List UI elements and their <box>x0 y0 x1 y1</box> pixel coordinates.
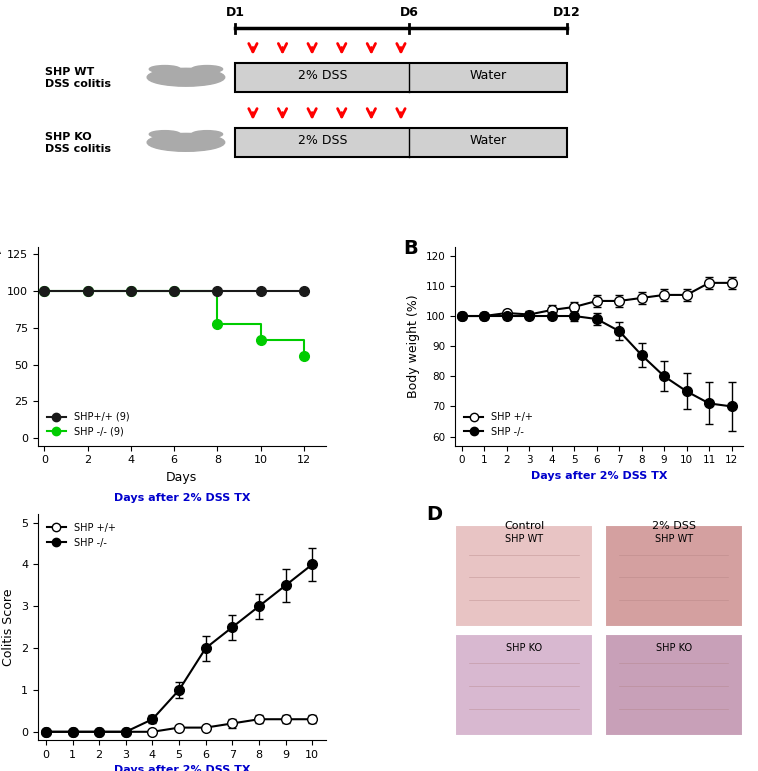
Text: 2% DSS: 2% DSS <box>652 521 696 531</box>
Text: SHP WT: SHP WT <box>655 534 693 544</box>
Legend: SHP +/+, SHP -/-: SHP +/+, SHP -/- <box>42 519 120 551</box>
FancyBboxPatch shape <box>605 634 743 736</box>
FancyBboxPatch shape <box>235 62 566 92</box>
FancyBboxPatch shape <box>455 634 594 736</box>
Circle shape <box>147 69 224 86</box>
Text: 2% DSS: 2% DSS <box>298 69 347 82</box>
Text: Water: Water <box>469 134 506 147</box>
Circle shape <box>149 130 180 138</box>
Text: SHP WT: SHP WT <box>505 534 543 544</box>
Text: DSS colitis: DSS colitis <box>45 79 111 89</box>
Circle shape <box>192 66 223 72</box>
Text: D6: D6 <box>400 5 419 19</box>
Y-axis label: Colitis Score: Colitis Score <box>2 588 15 666</box>
X-axis label: Days after 2% DSS TX: Days after 2% DSS TX <box>114 766 250 771</box>
Text: B: B <box>403 239 418 258</box>
Text: SHP WT: SHP WT <box>45 67 94 77</box>
Circle shape <box>149 66 180 72</box>
Text: D1: D1 <box>226 5 245 19</box>
Y-axis label: Percent Survival: Percent Survival <box>0 295 2 397</box>
X-axis label: Days: Days <box>166 471 197 484</box>
FancyBboxPatch shape <box>455 526 594 627</box>
Text: A: A <box>0 239 2 258</box>
Y-axis label: Body weight (%): Body weight (%) <box>407 295 420 398</box>
Legend: SHP +/+, SHP -/-: SHP +/+, SHP -/- <box>460 408 537 441</box>
Circle shape <box>192 130 223 138</box>
Text: D: D <box>426 505 443 524</box>
FancyBboxPatch shape <box>605 526 743 627</box>
Text: 2% DSS: 2% DSS <box>298 134 347 147</box>
Text: Control: Control <box>504 521 544 531</box>
Text: SHP KO: SHP KO <box>656 643 692 653</box>
Legend: SHP+/+ (9), SHP -/- (9): SHP+/+ (9), SHP -/- (9) <box>42 408 133 441</box>
Text: SHP KO: SHP KO <box>45 133 92 143</box>
Circle shape <box>147 133 224 151</box>
Text: D12: D12 <box>553 5 581 19</box>
Text: Water: Water <box>469 69 506 82</box>
FancyBboxPatch shape <box>235 128 566 157</box>
Text: Days after 2% DSS TX: Days after 2% DSS TX <box>114 493 250 503</box>
Text: SHP KO: SHP KO <box>506 643 542 653</box>
X-axis label: Days after 2% DSS TX: Days after 2% DSS TX <box>531 471 667 481</box>
Text: DSS colitis: DSS colitis <box>45 144 111 154</box>
